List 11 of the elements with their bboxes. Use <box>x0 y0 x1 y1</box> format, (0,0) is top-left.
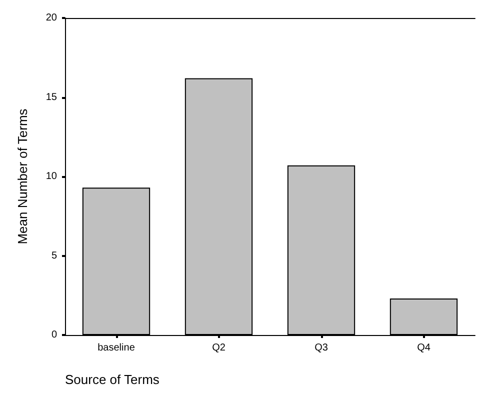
y-tick-label: 5 <box>51 250 58 262</box>
x-tick-label: Q3 <box>314 342 328 354</box>
y-axis-title: Mean Number of Terms <box>15 108 30 244</box>
y-tick-label: 20 <box>46 12 58 24</box>
x-axis-title: Source of Terms <box>65 372 160 387</box>
x-tick-label: baseline <box>98 342 136 354</box>
y-tick-label: 10 <box>46 171 58 182</box>
y-tick-label: 15 <box>46 92 58 103</box>
x-tick-label: Q2 <box>212 342 226 354</box>
y-tick-label: 0 <box>51 330 58 340</box>
x-tick-label: Q4 <box>417 342 431 354</box>
